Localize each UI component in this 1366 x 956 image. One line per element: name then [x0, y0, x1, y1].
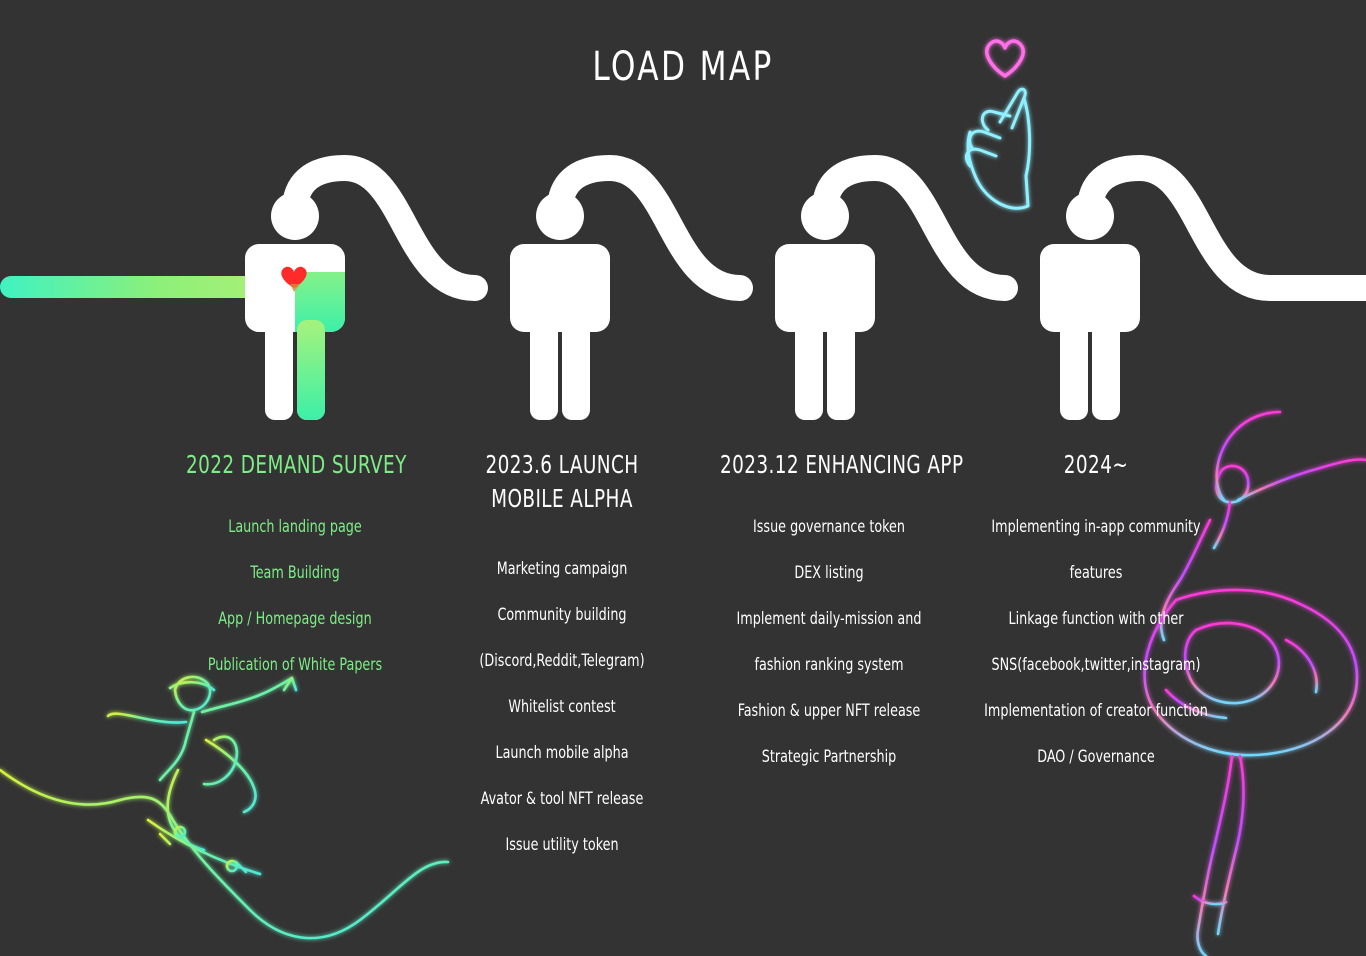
milestone-items: Implementing in-app community features L…	[963, 504, 1229, 780]
milestone-2023-6: 2023.6 LAUNCH MOBILE ALPHA Marketing cam…	[429, 448, 695, 868]
milestone-heading: 2023.6 LAUNCH MOBILE ALPHA	[485, 450, 639, 513]
list-item: Issue utility token	[505, 835, 619, 854]
list-item: fashion ranking system	[754, 655, 904, 674]
list-item: features	[1069, 563, 1123, 582]
milestone-2022: 2022 DEMAND SURVEY Launch landing page T…	[162, 448, 428, 688]
list-item: Implementation of creator function	[984, 701, 1208, 720]
list-item: Implementing in-app community	[991, 517, 1201, 536]
list-item: Linkage function with other	[1008, 609, 1184, 628]
list-item: Launch mobile alpha	[495, 743, 629, 762]
list-item: App / Homepage design	[218, 609, 372, 628]
list-item: Issue governance token	[753, 517, 905, 536]
milestone-2024: 2024~ Implementing in-app community feat…	[963, 448, 1229, 780]
milestone-2023-12: 2023.12 ENHANCING APP Issue governance t…	[696, 448, 964, 780]
milestone-heading: 2022 DEMAND SURVEY	[185, 450, 407, 479]
list-item: (Discord,Reddit,Telegram)	[479, 651, 645, 670]
list-item: Publication of White Papers	[207, 655, 383, 674]
ballerina-illustration	[1143, 410, 1366, 956]
list-item: Strategic Partnership	[761, 747, 897, 766]
milestone-heading: 2024~	[1063, 450, 1129, 479]
milestone-items: Issue governance token DEX listing Imple…	[696, 504, 962, 780]
person-icon	[245, 192, 345, 420]
skateboarder-illustration	[0, 675, 450, 940]
milestone-items: Marketing campaign Community building (D…	[429, 546, 695, 868]
milestone-heading: 2023.12 ENHANCING APP	[719, 450, 964, 479]
milestone-items: Launch landing page Team Building App / …	[162, 504, 428, 688]
list-item: DAO / Governance	[1037, 747, 1155, 766]
list-item: Whitelist contest	[508, 697, 616, 716]
list-item: Community building	[497, 605, 627, 624]
page-title: LOAD MAP	[592, 44, 774, 90]
list-item: Fashion & upper NFT release	[737, 701, 921, 720]
list-item: DEX listing	[794, 563, 864, 582]
list-item: Marketing campaign	[496, 559, 628, 578]
list-item: Avator & tool NFT release	[480, 789, 644, 808]
list-item: Team Building	[250, 563, 340, 582]
list-item: Launch landing page	[228, 517, 362, 536]
person-icon	[775, 192, 875, 420]
finger-heart-icon	[964, 39, 1032, 210]
heart-icon	[281, 266, 307, 292]
person-icon	[510, 192, 610, 420]
person-icon	[1040, 192, 1140, 420]
list-item: Implement daily-mission and	[736, 609, 922, 628]
progress-bar	[0, 276, 262, 298]
list-item: SNS(facebook,twitter,instagram)	[991, 655, 1201, 674]
roadmap-path	[282, 154, 1366, 301]
